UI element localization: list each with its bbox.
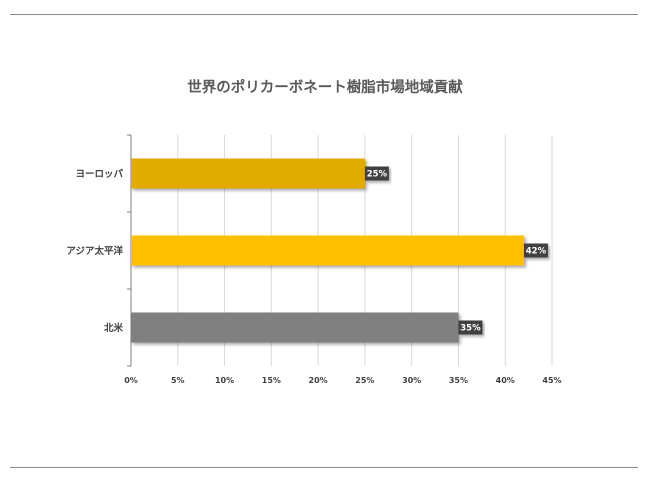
x-tick-label: 15%: [262, 376, 281, 385]
y-axis: [127, 134, 132, 367]
category-label: 北米: [104, 322, 124, 334]
x-tick-label: 30%: [402, 376, 421, 385]
x-tick-label: 5%: [171, 376, 185, 385]
category-label: アジア太平洋: [66, 245, 123, 257]
x-tick-label: 40%: [496, 376, 515, 385]
x-tick-label: 0%: [124, 376, 138, 385]
x-tick-label: 20%: [309, 376, 328, 385]
x-tick-label: 10%: [215, 376, 234, 385]
data-label-box: [523, 243, 548, 258]
x-tick-label: 45%: [542, 376, 561, 385]
x-tick-label: 25%: [355, 376, 374, 385]
data-labels: 25% 42% 35%: [364, 166, 548, 335]
bar: [131, 158, 365, 189]
data-label: 35%: [460, 324, 481, 334]
chart-title: 世界のポリカーボネート樹脂市場地域貢献: [187, 78, 463, 96]
data-label: 42%: [526, 247, 547, 257]
top-divider: [10, 14, 638, 15]
data-label-box: [458, 320, 483, 335]
bar: [131, 312, 459, 343]
bar: [131, 235, 524, 266]
x-tick-label: 35%: [449, 376, 468, 385]
category-label: ヨーロッパ: [75, 168, 123, 180]
bottom-divider: [10, 467, 638, 468]
data-label-box: [364, 166, 389, 181]
data-label: 25%: [367, 170, 388, 180]
bars: [131, 158, 524, 343]
x-axis-tick-labels: 0% 5% 10% 15% 20% 25% 30% 35% 40% 45%: [124, 376, 561, 385]
